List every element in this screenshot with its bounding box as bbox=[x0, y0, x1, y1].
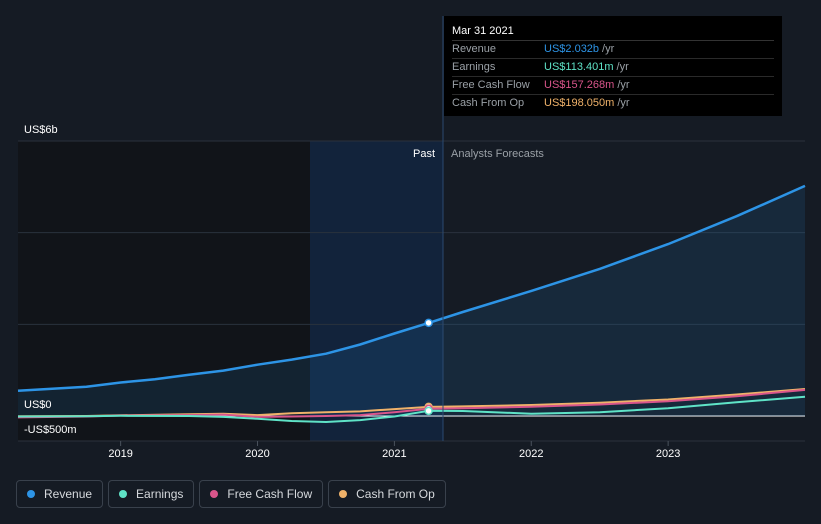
legend-dot-icon bbox=[210, 490, 219, 498]
series-line-earnings bbox=[17, 395, 806, 423]
legend-dot-icon bbox=[119, 490, 128, 498]
x-axis: 2019 2020 2021 2022 2023 bbox=[108, 441, 680, 460]
tooltip-unit: /yr bbox=[617, 79, 630, 91]
tooltip-label: Revenue bbox=[452, 43, 497, 55]
tooltip-value: US$198.050m bbox=[544, 97, 615, 109]
past-highlight-region bbox=[310, 141, 443, 441]
x-tick-label: 2022 bbox=[519, 448, 543, 460]
tooltip: Mar 31 2021 Revenue US$2.032b /yr Earnin… bbox=[444, 16, 782, 116]
tooltip-label: Cash From Op bbox=[452, 97, 525, 109]
legend-item-free-cash-flow[interactable]: Free Cash Flow bbox=[199, 480, 324, 508]
x-tick-label: 2021 bbox=[382, 448, 406, 460]
tooltip-label: Earnings bbox=[452, 61, 496, 73]
legend-label: Earnings bbox=[136, 487, 184, 501]
past-label: Past bbox=[413, 148, 435, 160]
legend-item-revenue[interactable]: Revenue bbox=[16, 480, 104, 508]
marker-revenue bbox=[424, 318, 433, 328]
tooltip-value: US$113.401m bbox=[544, 61, 614, 73]
legend-item-cash-from-op[interactable]: Cash From Op bbox=[328, 480, 446, 508]
tooltip-value: US$157.268m bbox=[544, 79, 615, 91]
tooltip-unit: /yr bbox=[617, 97, 630, 109]
tooltip-label: Free Cash Flow bbox=[452, 79, 530, 91]
tooltip-unit: /yr bbox=[602, 43, 615, 55]
legend-label: Free Cash Flow bbox=[227, 487, 313, 501]
present-markers bbox=[424, 318, 433, 416]
legend-dot-icon bbox=[339, 490, 348, 498]
series-lines bbox=[17, 184, 806, 423]
forecast-label: Analysts Forecasts bbox=[451, 148, 544, 160]
y-label-zero: US$0 bbox=[24, 399, 52, 411]
tooltip-unit: /yr bbox=[616, 61, 629, 73]
tooltip-value: US$2.032b bbox=[544, 43, 600, 55]
legend-label: Revenue bbox=[44, 487, 93, 501]
x-tick-label: 2019 bbox=[108, 448, 132, 460]
x-tick-label: 2023 bbox=[656, 448, 680, 460]
tooltip-row-revenue: Revenue US$2.032b /yr bbox=[452, 41, 774, 59]
y-label-top: US$6b bbox=[24, 124, 58, 136]
marker-earnings bbox=[424, 406, 433, 416]
legend-label: Cash From Op bbox=[356, 487, 435, 501]
tooltip-row-cash-from-op: Cash From Op US$198.050m /yr bbox=[452, 95, 774, 112]
past-dark-region bbox=[18, 141, 310, 441]
legend-dot-icon bbox=[27, 490, 35, 498]
legend: Revenue Earnings Free Cash Flow Cash Fro… bbox=[16, 480, 446, 508]
legend-item-earnings[interactable]: Earnings bbox=[108, 480, 195, 508]
tooltip-row-free-cash-flow: Free Cash Flow US$157.268m /yr bbox=[452, 77, 774, 95]
revenue-area bbox=[18, 185, 805, 416]
revenue-area-fill bbox=[18, 185, 805, 416]
y-label-bottom: -US$500m bbox=[24, 424, 77, 436]
tooltip-row-earnings: Earnings US$113.401m /yr bbox=[452, 59, 774, 77]
x-tick-label: 2020 bbox=[245, 448, 269, 460]
tooltip-date: Mar 31 2021 bbox=[452, 22, 774, 41]
series-line-revenue bbox=[17, 184, 806, 393]
